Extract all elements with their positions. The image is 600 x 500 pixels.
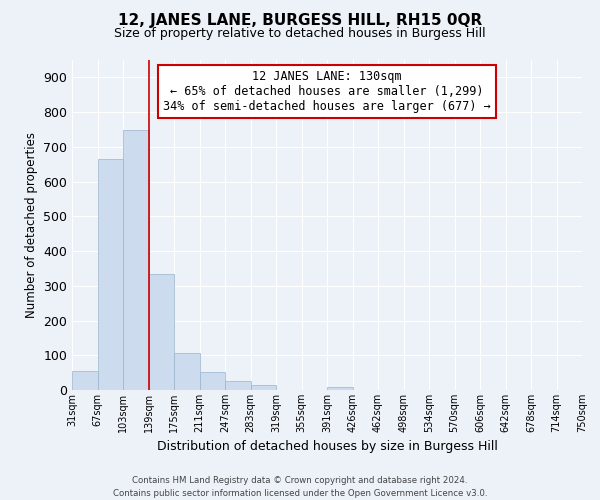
Bar [251,385,276,390]
Text: Contains HM Land Registry data © Crown copyright and database right 2024.
Contai: Contains HM Land Registry data © Crown c… [113,476,487,498]
Text: Size of property relative to detached houses in Burgess Hill: Size of property relative to detached ho… [114,28,486,40]
Bar [225,380,251,390]
Y-axis label: Number of detached properties: Number of detached properties [25,132,38,318]
Bar [123,130,149,390]
Bar [72,371,97,390]
Bar [199,372,225,390]
Bar [97,159,123,390]
Text: 12, JANES LANE, BURGESS HILL, RH15 0QR: 12, JANES LANE, BURGESS HILL, RH15 0QR [118,12,482,28]
Bar [327,387,353,390]
Bar [174,353,199,390]
Bar [149,274,174,390]
X-axis label: Distribution of detached houses by size in Burgess Hill: Distribution of detached houses by size … [157,440,497,454]
Text: 12 JANES LANE: 130sqm
← 65% of detached houses are smaller (1,299)
34% of semi-d: 12 JANES LANE: 130sqm ← 65% of detached … [163,70,491,113]
